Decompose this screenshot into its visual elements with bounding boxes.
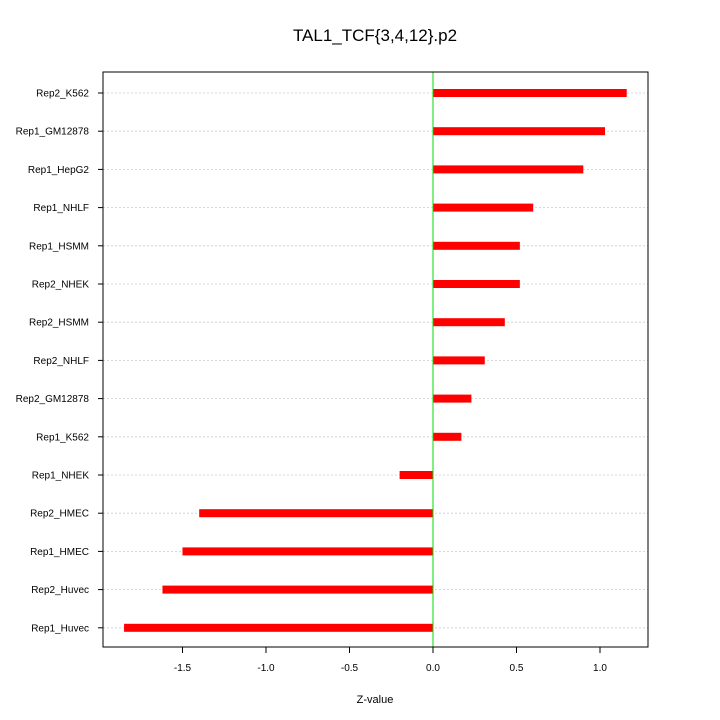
category-label: Rep1_NHEK — [32, 471, 90, 482]
category-label: Rep1_HepG2 — [28, 165, 90, 176]
bar-rep1-nhlf — [433, 203, 534, 212]
category-label: Rep2_NHLF — [33, 356, 89, 367]
category-label: Rep1_K562 — [36, 432, 89, 443]
chart-title: TAL1_TCF{3,4,12}.p2 — [293, 26, 457, 45]
bar-rep1-nhek — [399, 471, 433, 479]
category-label: Rep1_HSMM — [29, 241, 89, 252]
category-label: Rep2_Huvec — [31, 585, 89, 596]
x-axis: -1.5 -1.0 -0.5 0.0 0.5 1.0 — [174, 646, 607, 674]
category-label: Rep2_GM12878 — [16, 394, 90, 405]
x-tick-label: -0.5 — [341, 663, 359, 674]
x-axis-title: Z-value — [357, 694, 394, 706]
x-tick-label: 0.5 — [510, 663, 524, 674]
category-label: Rep2_HMEC — [30, 509, 89, 520]
category-label: Rep1_GM12878 — [16, 127, 90, 138]
bar-rep1-hsmm — [433, 241, 520, 250]
x-tick-label: -1.5 — [174, 663, 192, 674]
category-label: Rep1_NHLF — [33, 203, 89, 214]
bar-rep1-gm12878 — [433, 127, 606, 136]
bar-rep2-k562 — [433, 89, 627, 97]
bar-rep1-k562 — [433, 432, 462, 441]
category-labels: Rep2_K562 Rep1_GM12878 Rep1_HepG2 Rep1_NHLF… — [16, 89, 103, 634]
x-tick-label: 1.0 — [593, 663, 607, 674]
plot-frame — [102, 71, 649, 648]
category-label: Rep2_K562 — [36, 89, 89, 100]
bar-rep2-nhlf — [433, 356, 485, 365]
category-label: Rep1_Huvec — [31, 623, 89, 634]
category-label: Rep2_NHEK — [32, 280, 90, 291]
category-label: Rep2_HSMM — [29, 318, 89, 329]
x-tick-label: -1.0 — [257, 663, 275, 674]
bar-rep1-hepg2 — [433, 165, 584, 174]
bar-rep2-huvec — [162, 585, 433, 594]
bar-rep2-hsmm — [433, 318, 505, 327]
x-tick-label: 0.0 — [426, 663, 440, 674]
bar-rep2-hmec — [199, 509, 433, 518]
bars — [124, 89, 627, 632]
bar-rep1-huvec — [124, 623, 434, 632]
category-label: Rep1_HMEC — [30, 547, 89, 558]
bar-rep2-nhek — [433, 280, 520, 288]
bar-rep2-gm12878 — [433, 394, 472, 403]
bar-rep1-hmec — [182, 547, 433, 556]
